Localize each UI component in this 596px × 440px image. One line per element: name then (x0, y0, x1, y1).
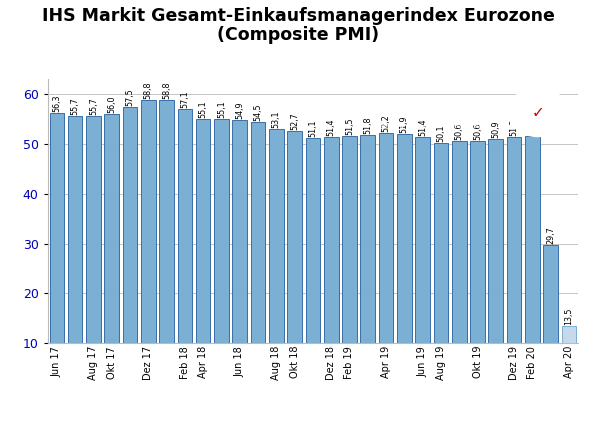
Text: 58,8: 58,8 (162, 82, 171, 99)
Bar (525, 136, 540, 393)
Bar (489, 139, 503, 393)
Text: 54,5: 54,5 (253, 103, 262, 121)
Bar (507, 137, 522, 393)
Text: 58,8: 58,8 (144, 82, 153, 99)
Bar (214, 118, 229, 393)
Text: stockstreet.de: stockstreet.de (366, 95, 475, 108)
Bar (306, 139, 320, 393)
Text: 51,8: 51,8 (364, 117, 372, 134)
Text: 50,1: 50,1 (436, 125, 445, 143)
Text: 51,3: 51,3 (510, 119, 519, 136)
Text: 51,4: 51,4 (327, 118, 336, 136)
Text: 55,1: 55,1 (217, 100, 226, 117)
Text: 55,7: 55,7 (70, 97, 80, 114)
Bar (324, 137, 339, 393)
Text: 53,1: 53,1 (272, 110, 281, 128)
Text: 50,6: 50,6 (455, 122, 464, 140)
Bar (397, 135, 412, 393)
Text: 51,9: 51,9 (400, 116, 409, 133)
Bar (104, 114, 119, 393)
Bar (178, 109, 192, 393)
Bar (68, 116, 82, 393)
Text: (Composite PMI): (Composite PMI) (217, 26, 379, 44)
Bar (232, 120, 247, 393)
Bar (452, 141, 467, 393)
Text: ✓: ✓ (532, 105, 544, 120)
Bar (378, 133, 393, 393)
Bar (269, 128, 284, 393)
Text: 56,0: 56,0 (107, 95, 116, 113)
Bar (470, 141, 485, 393)
Text: 52,2: 52,2 (381, 114, 390, 132)
Text: 51,1: 51,1 (308, 120, 318, 137)
Text: IHS Markit Gesamt-Einkaufsmanagerindex Eurozone: IHS Markit Gesamt-Einkaufsmanagerindex E… (42, 7, 554, 25)
Bar (196, 118, 210, 393)
Text: 54,9: 54,9 (235, 101, 244, 118)
Text: 51,6: 51,6 (528, 117, 537, 135)
Bar (86, 116, 101, 393)
Bar (251, 121, 265, 393)
Text: 51,4: 51,4 (418, 118, 427, 136)
Text: 56,3: 56,3 (52, 94, 61, 112)
Text: unabhängig • strategisch • trefflicher: unabhängig • strategisch • trefflicher (366, 124, 485, 129)
Bar (49, 113, 64, 393)
Text: 13,5: 13,5 (564, 307, 573, 325)
Text: 50,6: 50,6 (473, 122, 482, 140)
Bar (561, 326, 576, 393)
Bar (434, 143, 448, 393)
Text: 29,7: 29,7 (546, 226, 555, 244)
Bar (342, 136, 357, 393)
Bar (544, 245, 558, 393)
Text: 57,5: 57,5 (126, 88, 135, 106)
Bar (141, 100, 156, 393)
Bar (415, 137, 430, 393)
Bar (123, 106, 137, 393)
Text: 55,7: 55,7 (89, 97, 98, 114)
Text: 52,7: 52,7 (290, 112, 299, 129)
Ellipse shape (508, 88, 568, 136)
Bar (287, 131, 302, 393)
Bar (361, 135, 375, 393)
Text: 51,5: 51,5 (345, 118, 354, 136)
Text: 57,1: 57,1 (181, 90, 190, 108)
Text: 50,9: 50,9 (491, 121, 500, 139)
Text: 55,1: 55,1 (198, 100, 207, 117)
Bar (159, 100, 174, 393)
